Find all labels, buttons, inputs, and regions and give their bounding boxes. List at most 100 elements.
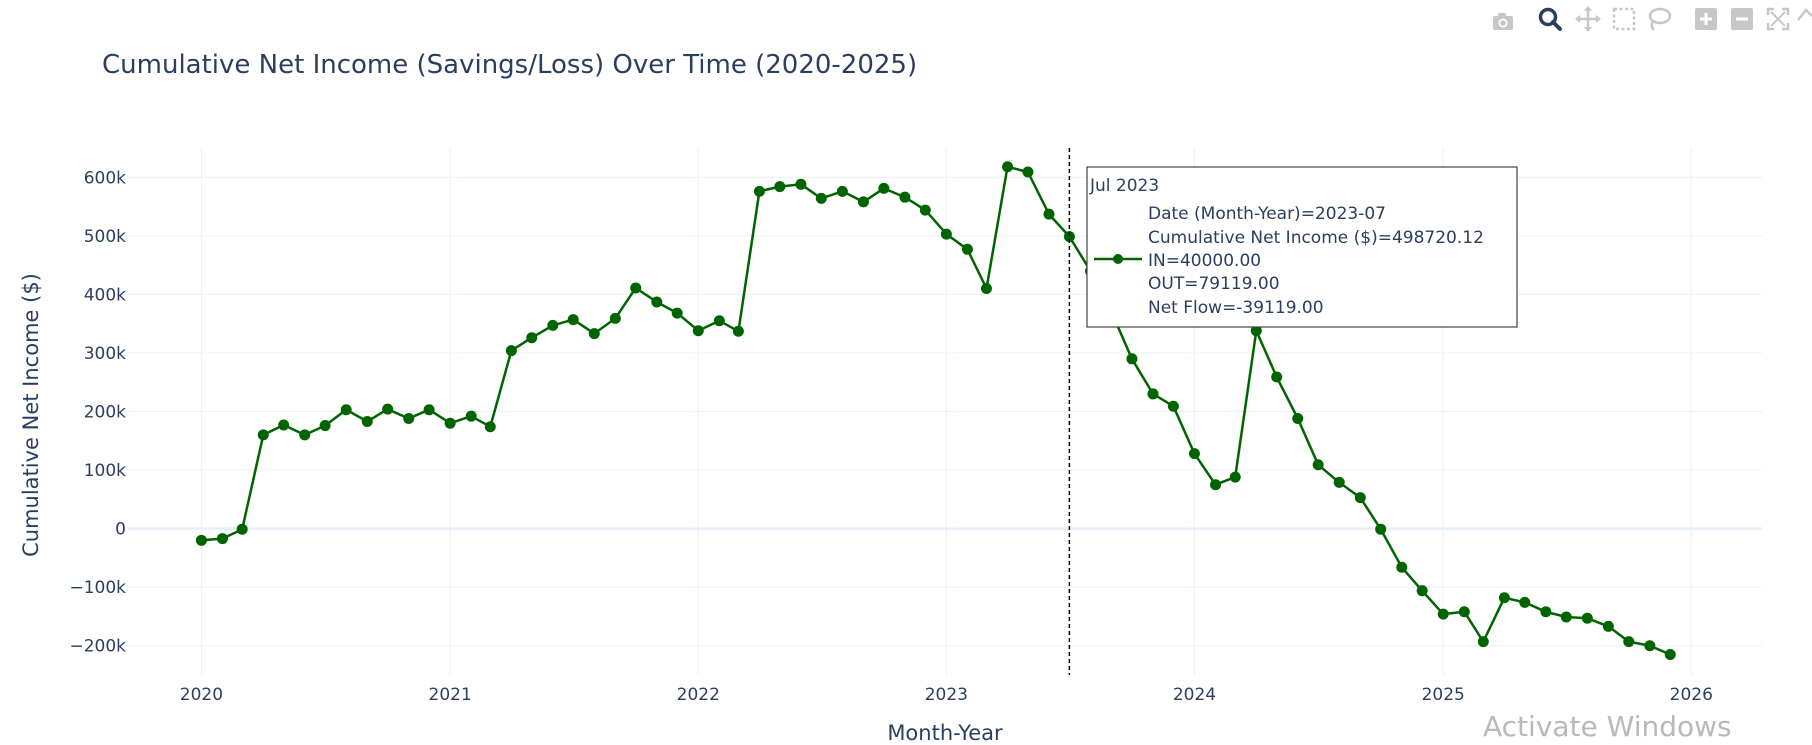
data-point-2025-08[interactable] <box>1581 612 1593 624</box>
reset-axes-icon[interactable] <box>1796 6 1812 32</box>
grid <box>128 148 1762 675</box>
data-point-2022-02[interactable] <box>713 315 725 327</box>
data-point-2025-01[interactable] <box>1437 608 1449 620</box>
data-point-2020-05[interactable] <box>278 419 290 431</box>
data-point-2024-05[interactable] <box>1271 371 1283 383</box>
y-tick-label: 300k <box>84 344 126 364</box>
data-point-2023-01[interactable] <box>940 228 952 240</box>
data-point-2025-05[interactable] <box>1519 596 1531 608</box>
data-point-2022-12[interactable] <box>919 204 931 216</box>
x-tick-label: 2024 <box>1173 685 1216 705</box>
data-point-2023-04[interactable] <box>1002 161 1014 173</box>
data-point-2022-01[interactable] <box>692 325 704 337</box>
x-tick-label: 2026 <box>1670 685 1713 705</box>
data-point-2020-10[interactable] <box>382 403 394 415</box>
y-tick-label: 500k <box>84 227 126 247</box>
data-point-2022-07[interactable] <box>815 192 827 204</box>
camera-icon[interactable] <box>1490 8 1516 34</box>
box-select-icon[interactable] <box>1611 6 1637 32</box>
data-point-2021-01[interactable] <box>444 417 456 429</box>
data-point-2023-07[interactable] <box>1063 231 1075 243</box>
data-point-2022-08[interactable] <box>836 185 848 197</box>
data-point-2024-02[interactable] <box>1210 479 1222 491</box>
series-cumulative-net-income[interactable] <box>195 161 1676 661</box>
y-tick-label: 400k <box>84 285 126 305</box>
lasso-select-icon[interactable] <box>1646 6 1672 32</box>
data-point-2023-03[interactable] <box>980 283 992 295</box>
chart-title: Cumulative Net Income (Savings/Loss) Ove… <box>102 50 917 80</box>
data-point-2024-07[interactable] <box>1312 459 1324 471</box>
data-point-2020-07[interactable] <box>319 420 331 432</box>
y-tick-label: −100k <box>69 578 126 598</box>
data-point-2020-02[interactable] <box>216 533 228 545</box>
data-point-2024-08[interactable] <box>1333 476 1345 488</box>
x-tick-label: 2025 <box>1422 685 1465 705</box>
data-point-2024-11[interactable] <box>1396 561 1408 573</box>
data-point-2024-04[interactable] <box>1250 325 1262 337</box>
data-point-2021-06[interactable] <box>547 319 559 331</box>
data-point-2021-02[interactable] <box>465 410 477 422</box>
data-point-2020-09[interactable] <box>361 415 373 427</box>
zoom-in-icon[interactable] <box>1693 6 1719 32</box>
data-point-2025-06[interactable] <box>1540 606 1552 618</box>
data-point-2025-09[interactable] <box>1602 620 1614 632</box>
x-tick-label: 2020 <box>180 685 223 705</box>
tooltip-row-out: OUT=79119.00 <box>1148 274 1280 294</box>
data-point-2021-05[interactable] <box>526 332 538 344</box>
zoom-icon[interactable] <box>1537 6 1563 32</box>
data-point-2023-02[interactable] <box>961 243 973 255</box>
data-point-2020-12[interactable] <box>423 404 435 416</box>
data-point-2021-09[interactable] <box>609 312 621 324</box>
zoom-out-icon[interactable] <box>1729 6 1755 32</box>
x-tick-label: 2021 <box>429 685 472 705</box>
data-point-2020-03[interactable] <box>236 523 248 535</box>
autoscale-icon[interactable] <box>1765 6 1791 32</box>
x-tick-label: 2022 <box>677 685 720 705</box>
data-point-2024-12[interactable] <box>1416 585 1428 597</box>
data-point-2020-01[interactable] <box>195 534 207 546</box>
tooltip-row-date: Date (Month-Year)=2023-07 <box>1148 204 1386 224</box>
data-point-2022-06[interactable] <box>795 178 807 190</box>
data-point-2023-05[interactable] <box>1022 166 1034 178</box>
data-point-2022-04[interactable] <box>753 185 765 197</box>
data-point-2020-06[interactable] <box>299 429 311 441</box>
modebar[interactable] <box>1490 6 1812 34</box>
data-point-2025-02[interactable] <box>1458 606 1470 618</box>
data-point-2021-11[interactable] <box>651 296 663 308</box>
data-point-2024-01[interactable] <box>1188 448 1200 460</box>
data-point-2022-09[interactable] <box>857 196 869 208</box>
data-point-2025-07[interactable] <box>1560 611 1572 623</box>
data-point-2024-03[interactable] <box>1229 471 1241 483</box>
data-point-2020-11[interactable] <box>403 413 415 425</box>
data-point-2025-10[interactable] <box>1623 636 1635 648</box>
data-point-2025-03[interactable] <box>1477 636 1489 648</box>
data-point-2021-12[interactable] <box>671 307 683 319</box>
y-tick-label: 200k <box>84 403 126 423</box>
data-point-2023-12[interactable] <box>1167 400 1179 412</box>
data-point-2024-09[interactable] <box>1354 492 1366 504</box>
data-point-2024-06[interactable] <box>1292 413 1304 425</box>
tooltip-box <box>1086 166 1518 328</box>
data-point-2021-07[interactable] <box>567 314 579 326</box>
data-point-2021-03[interactable] <box>484 421 496 433</box>
data-point-2023-11[interactable] <box>1147 388 1159 400</box>
data-point-2022-11[interactable] <box>899 191 911 203</box>
data-point-2025-12[interactable] <box>1664 649 1676 661</box>
data-point-2022-10[interactable] <box>878 182 890 194</box>
data-point-2020-04[interactable] <box>257 429 269 441</box>
data-point-2025-04[interactable] <box>1498 592 1510 604</box>
y-axis-title: Cumulative Net Income ($) <box>19 273 43 557</box>
data-point-2022-03[interactable] <box>732 325 744 337</box>
data-point-2025-11[interactable] <box>1644 640 1656 652</box>
data-point-2021-08[interactable] <box>588 328 600 340</box>
data-point-2023-06[interactable] <box>1043 208 1055 220</box>
hover-tooltip: Jul 2023 Date (Month-Year)=2023-07 Cumul… <box>1068 148 1518 675</box>
pan-icon[interactable] <box>1575 6 1601 32</box>
data-point-2024-10[interactable] <box>1375 523 1387 535</box>
data-point-2021-04[interactable] <box>505 345 517 357</box>
data-point-2023-10[interactable] <box>1126 353 1138 365</box>
data-point-2021-10[interactable] <box>630 282 642 294</box>
data-point-2020-08[interactable] <box>340 404 352 416</box>
data-point-2022-05[interactable] <box>774 181 786 193</box>
